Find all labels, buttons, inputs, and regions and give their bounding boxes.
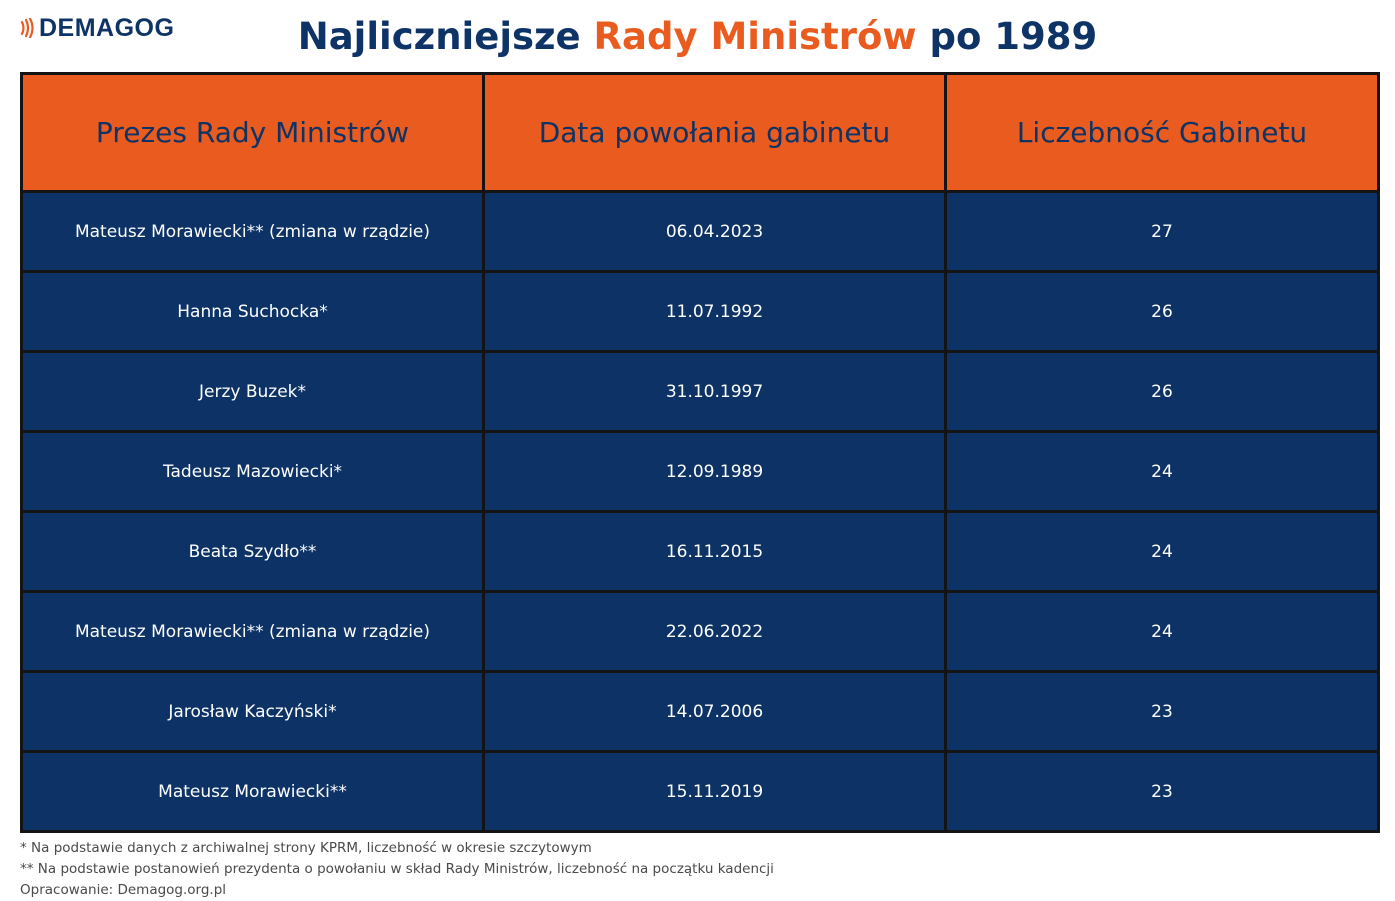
cell-size: 26 bbox=[944, 350, 1380, 433]
logo-text: DEMAGOG bbox=[39, 13, 175, 42]
cell-size: 23 bbox=[944, 670, 1380, 753]
title-part-1: Najliczniejsze bbox=[297, 15, 594, 58]
cell-date: 14.07.2006 bbox=[482, 670, 947, 753]
cabinets-table: Prezes Rady Ministrów Data powołania gab… bbox=[20, 72, 1380, 833]
cell-prime-minister: Mateusz Morawiecki** bbox=[20, 750, 485, 833]
table-row: Hanna Suchocka* 11.07.1992 26 bbox=[20, 270, 1380, 353]
footnote-double-asterisk: ** Na podstawie postanowień prezydenta o… bbox=[20, 861, 774, 877]
title-part-3: po 1989 bbox=[916, 15, 1098, 58]
table-row: Mateusz Morawiecki** 15.11.2019 23 bbox=[20, 750, 1380, 833]
cell-date: 11.07.1992 bbox=[482, 270, 947, 353]
cell-date: 06.04.2023 bbox=[482, 190, 947, 273]
page-title: Najliczniejsze Rady Ministrów po 1989 bbox=[0, 12, 1395, 62]
table-row: Tadeusz Mazowiecki* 12.09.1989 24 bbox=[20, 430, 1380, 513]
cell-size: 24 bbox=[944, 510, 1380, 593]
cell-date: 31.10.1997 bbox=[482, 350, 947, 433]
table-row: Mateusz Morawiecki** (zmiana w rządzie) … bbox=[20, 190, 1380, 273]
table-row: Mateusz Morawiecki** (zmiana w rządzie) … bbox=[20, 590, 1380, 673]
cell-size: 27 bbox=[944, 190, 1380, 273]
table-row: Jarosław Kaczyński* 14.07.2006 23 bbox=[20, 670, 1380, 753]
demagog-logo: DEMAGOG bbox=[20, 14, 174, 42]
header-cabinet-size: Liczebność Gabinetu bbox=[944, 72, 1380, 193]
table-header-row: Prezes Rady Ministrów Data powołania gab… bbox=[20, 72, 1380, 193]
cell-date: 22.06.2022 bbox=[482, 590, 947, 673]
header-prime-minister: Prezes Rady Ministrów bbox=[20, 72, 485, 193]
table-row: Jerzy Buzek* 31.10.1997 26 bbox=[20, 350, 1380, 433]
footnote-single-asterisk: * Na podstawie danych z archiwalnej stro… bbox=[20, 840, 592, 856]
cell-prime-minister: Beata Szydło** bbox=[20, 510, 485, 593]
cell-prime-minister: Mateusz Morawiecki** (zmiana w rządzie) bbox=[20, 190, 485, 273]
cell-prime-minister: Jerzy Buzek* bbox=[20, 350, 485, 433]
cell-size: 26 bbox=[944, 270, 1380, 353]
footnotes: * Na podstawie danych z archiwalnej stro… bbox=[20, 838, 774, 901]
table-row: Beata Szydło** 16.11.2015 24 bbox=[20, 510, 1380, 593]
cell-prime-minister: Hanna Suchocka* bbox=[20, 270, 485, 353]
cell-size: 23 bbox=[944, 750, 1380, 833]
cell-date: 12.09.1989 bbox=[482, 430, 947, 513]
cell-date: 15.11.2019 bbox=[482, 750, 947, 833]
header-appointment-date: Data powołania gabinetu bbox=[482, 72, 947, 193]
cell-size: 24 bbox=[944, 430, 1380, 513]
sound-waves-icon bbox=[20, 18, 34, 38]
title-highlight: Rady Ministrów bbox=[593, 15, 917, 58]
cell-prime-minister: Tadeusz Mazowiecki* bbox=[20, 430, 485, 513]
cell-prime-minister: Mateusz Morawiecki** (zmiana w rządzie) bbox=[20, 590, 485, 673]
cell-date: 16.11.2015 bbox=[482, 510, 947, 593]
source-credit: Opracowanie: Demagog.org.pl bbox=[20, 882, 227, 898]
cell-prime-minister: Jarosław Kaczyński* bbox=[20, 670, 485, 753]
cell-size: 24 bbox=[944, 590, 1380, 673]
